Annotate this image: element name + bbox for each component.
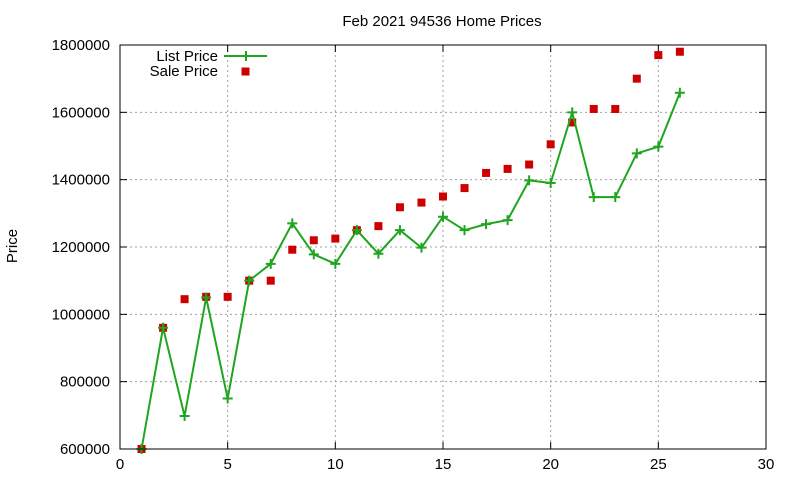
x-tick-label: 20 xyxy=(542,456,559,473)
sale-price-point xyxy=(460,184,469,193)
sale-price-point xyxy=(180,295,189,304)
list-price-point xyxy=(459,225,470,236)
list-price-point xyxy=(201,292,212,303)
list-price-point xyxy=(179,411,190,422)
list-price-point xyxy=(653,141,664,152)
sale-price-point xyxy=(589,104,598,113)
legend-marker-sale-price xyxy=(241,67,250,76)
sale-price-point xyxy=(568,118,577,127)
sale-price-point xyxy=(374,222,383,231)
sale-price-point xyxy=(503,164,512,173)
list-price-point xyxy=(610,192,621,203)
sale-price-point xyxy=(439,192,447,201)
list-price-line xyxy=(140,92,681,450)
sale-price-point xyxy=(675,47,684,56)
sale-price-point xyxy=(525,160,534,169)
list-price-point xyxy=(244,275,255,286)
list-price-point xyxy=(567,107,578,118)
chart-title: Feb 2021 94536 Home Prices xyxy=(342,13,541,30)
list-price-point xyxy=(674,87,685,98)
x-tick-label: 5 xyxy=(223,456,231,473)
sale-price-point xyxy=(266,276,275,285)
sale-price-point xyxy=(632,74,641,83)
list-price-point xyxy=(416,242,427,253)
y-tick-label: 1000000 xyxy=(52,306,110,323)
list-price-point xyxy=(265,258,276,269)
sale-price-point xyxy=(654,51,663,60)
list-price-point xyxy=(222,393,233,404)
sale-price-point xyxy=(395,203,404,212)
plot-frame xyxy=(119,44,767,450)
y-tick-label: 1600000 xyxy=(52,104,110,121)
legend-label-list-price: List Price xyxy=(156,48,218,65)
list-price-point xyxy=(588,192,599,203)
sale-price-point xyxy=(611,104,620,113)
list-price-point xyxy=(481,219,492,230)
x-tick-label: 10 xyxy=(327,456,344,473)
list-price-point xyxy=(502,215,513,226)
sale-price-point xyxy=(482,168,491,177)
legend: List Price Sale Price xyxy=(150,48,267,80)
list-price-point xyxy=(158,322,169,333)
list-price-point xyxy=(287,218,298,229)
y-axis-label: Price xyxy=(4,229,21,263)
x-tick-label: 25 xyxy=(650,456,667,473)
sale-price-point xyxy=(288,245,297,254)
legend-label-sale-price: Sale Price xyxy=(150,63,218,80)
y-tick-label: 1200000 xyxy=(52,239,110,256)
list-price-point xyxy=(394,225,405,236)
y-tick-label: 800000 xyxy=(60,374,110,391)
sale-price-point xyxy=(417,198,426,207)
list-price-point xyxy=(351,225,362,236)
y-tick-label: 1800000 xyxy=(52,37,110,54)
legend-marker-list-price xyxy=(241,51,251,61)
series-layer xyxy=(136,47,685,454)
sale-price-point xyxy=(309,236,318,245)
y-tick-label: 600000 xyxy=(60,441,110,458)
list-price-point xyxy=(545,178,556,189)
y-tick-label: 1400000 xyxy=(52,172,110,189)
list-price-point xyxy=(438,211,448,222)
list-price-point xyxy=(631,148,642,159)
x-tick-label: 0 xyxy=(116,456,124,473)
list-price-point xyxy=(373,248,384,259)
sale-price-point xyxy=(223,292,232,301)
x-tick-label: 15 xyxy=(435,456,452,473)
sale-price-point xyxy=(546,140,555,149)
list-price-point xyxy=(524,175,535,186)
sale-price-point xyxy=(331,234,340,243)
axis-ticks: 0 5 10 15 20 25 30 600000 800000 1000000 1200000 14… xyxy=(52,37,775,473)
x-tick-label: 30 xyxy=(758,456,775,473)
list-price-point xyxy=(330,258,341,269)
grid xyxy=(120,45,766,449)
list-price-point xyxy=(308,249,319,260)
